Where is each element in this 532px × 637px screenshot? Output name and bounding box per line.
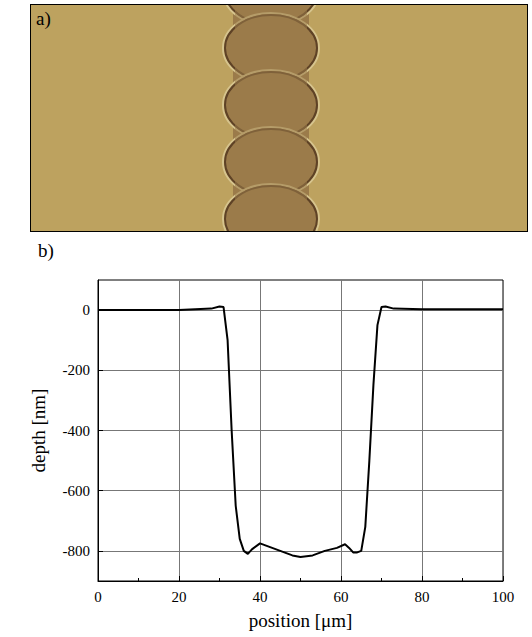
svg-text:-600: -600 [63, 483, 91, 499]
svg-text:80: 80 [415, 589, 430, 605]
svg-text:0: 0 [94, 589, 102, 605]
svg-text:position [μm]: position [μm] [249, 610, 353, 631]
svg-text:-800: -800 [63, 543, 91, 559]
svg-text:100: 100 [492, 589, 515, 605]
svg-text:20: 20 [172, 589, 187, 605]
svg-text:b): b) [38, 240, 54, 262]
svg-text:0: 0 [83, 302, 91, 318]
svg-text:depth [nm]: depth [nm] [28, 389, 49, 473]
svg-text:60: 60 [334, 589, 349, 605]
svg-text:-200: -200 [63, 362, 91, 378]
svg-text:40: 40 [253, 589, 268, 605]
svg-text:a): a) [36, 8, 51, 30]
svg-text:-400: -400 [63, 423, 91, 439]
